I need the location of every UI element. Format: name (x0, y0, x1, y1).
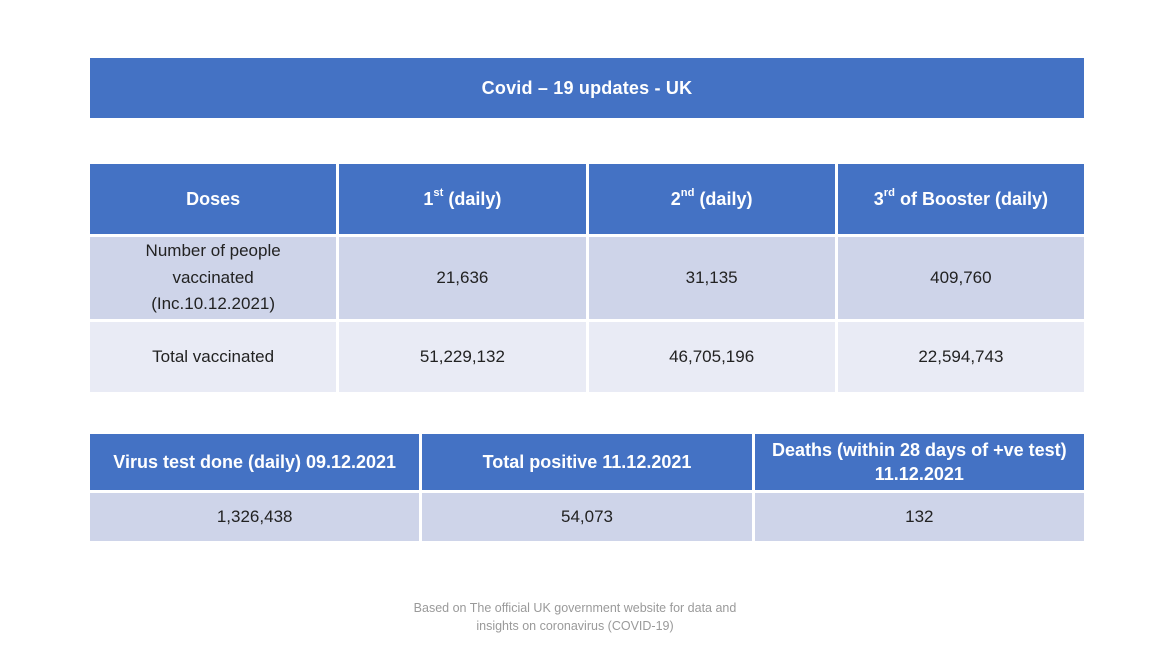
test-value-virus-tests: 1,326,438 (90, 493, 420, 541)
vaccine-table: Doses 1st (daily) 2nd (daily) 3rd of Boo… (90, 164, 1084, 392)
test-header-total-positive-label: Total positive 11.12.2021 (482, 451, 692, 472)
vaccine-header-doses-label: Doses (186, 188, 241, 209)
vaccine-row-label-total-text: Total vaccinated (152, 346, 275, 366)
vaccine-header-first-daily-label: 1st (daily) (423, 187, 502, 209)
test-value-total-positive: 54,073 (422, 493, 752, 541)
vaccine-row-label-total: Total vaccinated (90, 322, 337, 392)
test-header-virus-tests-label: Virus test done (daily) 09.12.2021 (113, 451, 397, 472)
vaccine-value-second-total: 46,705,196 (588, 322, 835, 392)
vaccine-value-second-daily: 31,135 (588, 237, 835, 319)
vaccine-value-third-total: 22,594,743 (837, 322, 1084, 392)
vaccine-header-third-booster-daily: 3rd of Booster (daily) (837, 164, 1084, 234)
test-header-deaths-label: Deaths (within 28 days of +ve test) 11.1… (772, 439, 1067, 484)
page-title: Covid – 19 updates - UK (481, 77, 693, 98)
test-header-deaths: Deaths (within 28 days of +ve test) 11.1… (754, 434, 1084, 490)
vaccine-header-third-booster-daily-label: 3rd of Booster (daily) (873, 187, 1048, 209)
test-header-virus-tests: Virus test done (daily) 09.12.2021 (90, 434, 420, 490)
vaccine-header-second-daily-label: 2nd (daily) (670, 187, 753, 209)
test-value-deaths: 132 (754, 493, 1084, 541)
test-table: Virus test done (daily) 09.12.2021 Total… (90, 434, 1084, 541)
vaccine-row-label-daily: Number of people vaccinated (Inc.10.12.2… (90, 237, 337, 319)
vaccine-header-second-daily: 2nd (daily) (588, 164, 835, 234)
vaccine-value-first-total: 51,229,132 (339, 322, 586, 392)
vaccine-value-third-daily: 409,760 (837, 237, 1084, 319)
vaccine-header-first-daily: 1st (daily) (339, 164, 586, 234)
vaccine-row-label-daily-text: Number of people vaccinated (Inc.10.12.2… (145, 241, 281, 314)
test-header-total-positive: Total positive 11.12.2021 (422, 434, 752, 490)
source-note: Based on The official UK government webs… (413, 601, 737, 634)
title-bar: Covid – 19 updates - UK (90, 58, 1084, 118)
vaccine-value-first-daily: 21,636 (339, 237, 586, 319)
vaccine-header-doses: Doses (90, 164, 337, 234)
